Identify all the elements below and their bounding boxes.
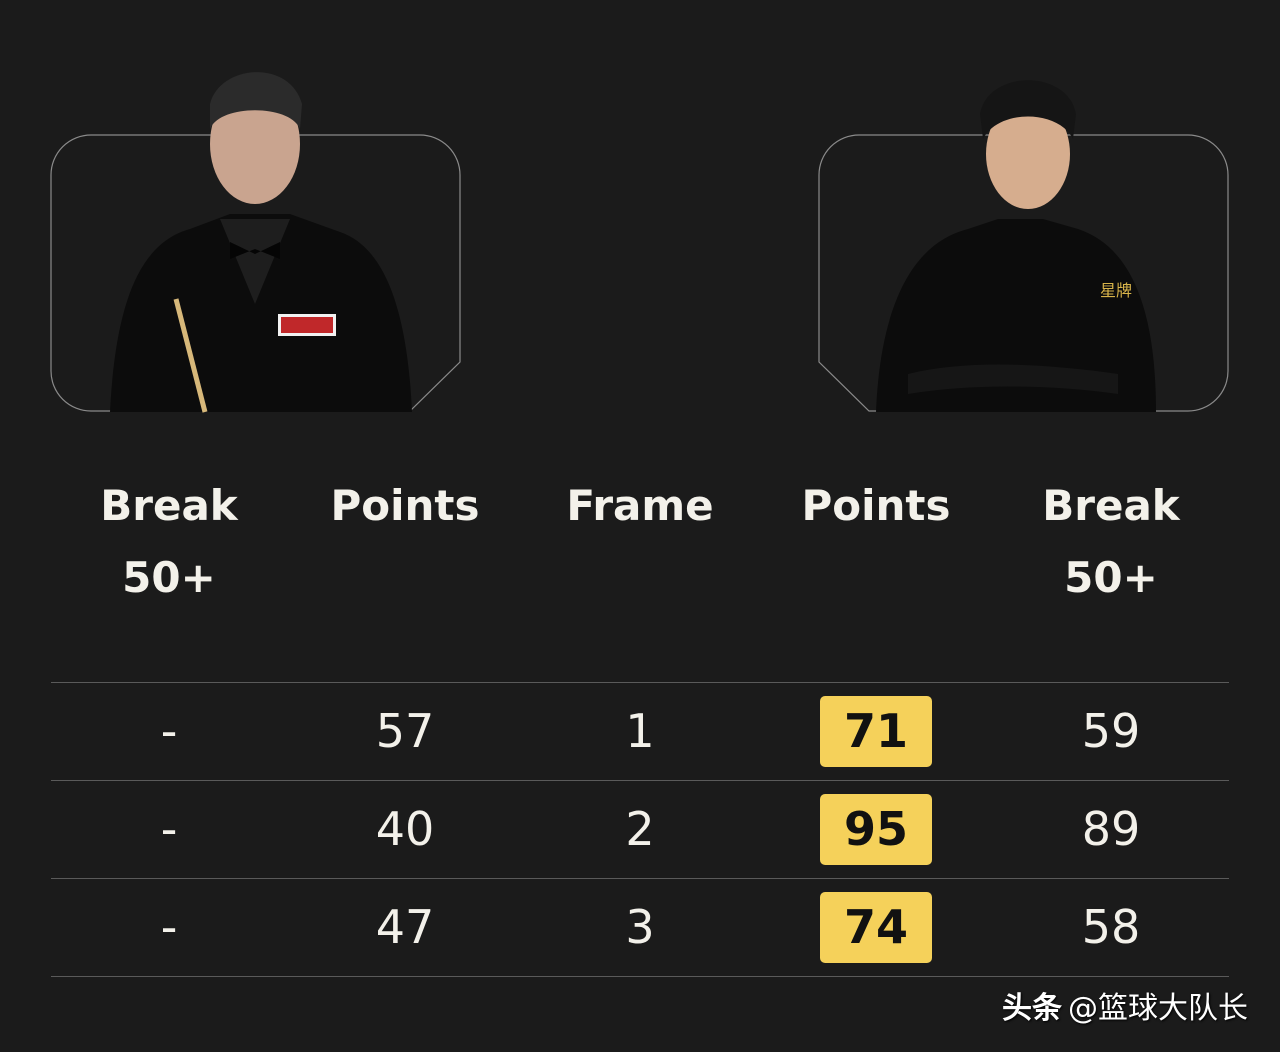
left-points-cell: 47 — [375, 900, 435, 954]
divider — [51, 976, 1229, 977]
left-break-cell: - — [160, 802, 178, 856]
watermark-brand: 头条 — [1002, 991, 1062, 1026]
header-left-break: Break 50+ — [100, 481, 238, 602]
frame-cell: 1 — [625, 704, 655, 758]
right-points-cell: 71 — [758, 682, 994, 780]
winner-badge: 74 — [820, 891, 932, 963]
player-card-right: 星牌 — [818, 80, 1230, 412]
winner-badge: 95 — [820, 793, 932, 865]
divider — [51, 780, 1229, 781]
left-break-cell: - — [160, 704, 178, 758]
right-break-cell: 59 — [1081, 704, 1141, 758]
header-right-points: Points — [801, 481, 951, 530]
frame-cell: 2 — [625, 802, 655, 856]
card-frame-right — [818, 134, 1229, 412]
svg-text:星牌: 星牌 — [1100, 281, 1132, 300]
right-points-cell: 74 — [758, 878, 994, 976]
header-right-break: Break 50+ — [1042, 481, 1180, 602]
right-points-cell: 95 — [758, 780, 994, 878]
divider — [51, 682, 1229, 683]
watermark: 头条 @篮球大队长 — [1002, 983, 1248, 1027]
card-frame-left — [50, 134, 461, 412]
right-break-cell: 89 — [1081, 802, 1141, 856]
watermark-handle: @篮球大队长 — [1068, 991, 1248, 1026]
right-break-cell: 58 — [1081, 900, 1141, 954]
divider — [51, 878, 1229, 879]
header-left-points: Points — [330, 481, 480, 530]
left-points-cell: 57 — [375, 704, 435, 758]
winner-badge: 71 — [820, 695, 932, 767]
left-break-cell: - — [160, 900, 178, 954]
player-photo-left — [110, 72, 412, 413]
frame-cell: 3 — [625, 900, 655, 954]
left-points-cell: 40 — [375, 802, 435, 856]
player-card-left — [50, 72, 462, 413]
player-photo-right: 星牌 — [876, 80, 1156, 412]
header-frame: Frame — [566, 481, 714, 530]
